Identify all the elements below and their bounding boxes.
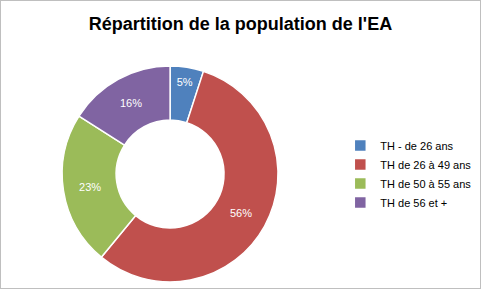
svg-text:5%: 5%: [177, 76, 193, 88]
svg-text:TH de 56 et +: TH de 56 et +: [380, 197, 447, 209]
svg-text:56%: 56%: [230, 207, 252, 219]
svg-text:Répartition de la population d: Répartition de la population de l'EA: [89, 14, 392, 34]
svg-text:TH de 26 à 49 ans: TH de 26 à 49 ans: [380, 159, 471, 171]
svg-text:TH de 50 à 55 ans: TH de 50 à 55 ans: [380, 178, 471, 190]
svg-text:TH - de 26 ans: TH - de 26 ans: [380, 140, 453, 152]
svg-text:16%: 16%: [120, 97, 142, 109]
svg-text:23%: 23%: [79, 181, 101, 193]
